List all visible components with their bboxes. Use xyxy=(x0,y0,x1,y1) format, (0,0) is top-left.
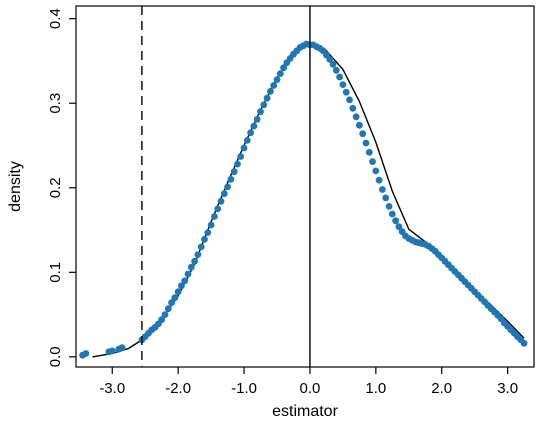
points-layer xyxy=(79,40,528,359)
y-tick-label: 0.2 xyxy=(47,177,64,198)
data-point xyxy=(267,88,274,95)
data-point xyxy=(224,183,232,191)
data-point xyxy=(253,115,261,123)
data-point xyxy=(168,299,176,307)
data-point xyxy=(365,148,373,156)
data-point xyxy=(349,104,357,112)
data-point xyxy=(201,235,208,243)
y-axis: 0.0 0.1 0.2 0.3 0.4 xyxy=(47,8,76,367)
x-axis: -3.0 -2.0 -1.0 0.0 1.0 2.0 3.0 xyxy=(99,367,518,397)
data-point xyxy=(82,350,90,357)
data-point xyxy=(217,197,225,205)
data-point xyxy=(329,60,337,68)
data-point xyxy=(227,175,235,183)
data-point xyxy=(181,277,189,285)
plot-frame xyxy=(75,5,535,368)
data-point xyxy=(250,122,258,130)
data-point xyxy=(174,288,182,296)
x-tick-label: 1.0 xyxy=(365,380,386,397)
data-point xyxy=(230,168,238,176)
data-point xyxy=(359,130,367,138)
data-point xyxy=(243,137,251,144)
y-tick-label: 0.1 xyxy=(47,262,64,283)
data-point xyxy=(336,73,343,81)
data-point xyxy=(247,129,255,137)
data-point xyxy=(207,221,215,229)
fitted-density-curve xyxy=(92,43,525,358)
data-point xyxy=(352,113,360,121)
data-point xyxy=(220,190,228,198)
data-point xyxy=(346,96,353,104)
x-tick-label: 2.0 xyxy=(431,380,452,397)
y-axis-title: density xyxy=(7,161,24,212)
data-point xyxy=(263,94,271,102)
y-tick-label: 0.4 xyxy=(47,8,64,29)
data-point xyxy=(191,257,199,265)
data-point xyxy=(187,263,195,271)
x-tick-label: -3.0 xyxy=(99,380,125,397)
data-point xyxy=(270,82,278,89)
y-tick-label: 0.3 xyxy=(47,93,64,114)
reference-lines xyxy=(141,6,311,367)
x-tick-label: 0.0 xyxy=(300,380,321,397)
data-point xyxy=(520,339,528,347)
data-point xyxy=(372,167,380,175)
data-point xyxy=(194,251,202,258)
data-point xyxy=(326,55,334,63)
data-point xyxy=(197,243,205,251)
data-point xyxy=(171,294,179,302)
data-point xyxy=(385,203,393,210)
data-point xyxy=(273,76,281,83)
data-point xyxy=(108,347,116,355)
data-point xyxy=(260,101,268,109)
data-point xyxy=(392,217,399,225)
data-point xyxy=(257,108,264,116)
data-point xyxy=(379,186,386,193)
data-point xyxy=(382,194,390,202)
data-point xyxy=(362,139,370,147)
data-point xyxy=(280,64,287,72)
curve-layer xyxy=(92,43,525,358)
data-point xyxy=(234,160,241,168)
data-point xyxy=(276,70,284,77)
data-point xyxy=(395,223,403,231)
data-point xyxy=(339,81,347,88)
x-tick-label: -2.0 xyxy=(165,380,191,397)
data-point xyxy=(118,344,126,351)
data-point xyxy=(214,205,222,213)
data-point xyxy=(356,121,363,129)
data-point xyxy=(332,66,340,74)
data-point xyxy=(388,210,396,218)
x-tick-label: -1.0 xyxy=(231,380,257,397)
data-point xyxy=(369,158,376,166)
data-point xyxy=(237,153,245,160)
data-point xyxy=(178,282,185,290)
data-point xyxy=(158,316,166,324)
data-point xyxy=(164,305,172,313)
data-point xyxy=(342,88,350,96)
x-tick-label: 3.0 xyxy=(497,380,518,397)
data-point xyxy=(204,229,212,237)
x-axis-title: estimator xyxy=(272,403,338,420)
y-tick-label: 0.0 xyxy=(47,346,64,367)
data-point xyxy=(184,270,192,278)
data-point xyxy=(161,311,169,318)
data-point xyxy=(240,144,248,152)
data-point xyxy=(375,176,383,184)
data-point xyxy=(211,213,218,220)
